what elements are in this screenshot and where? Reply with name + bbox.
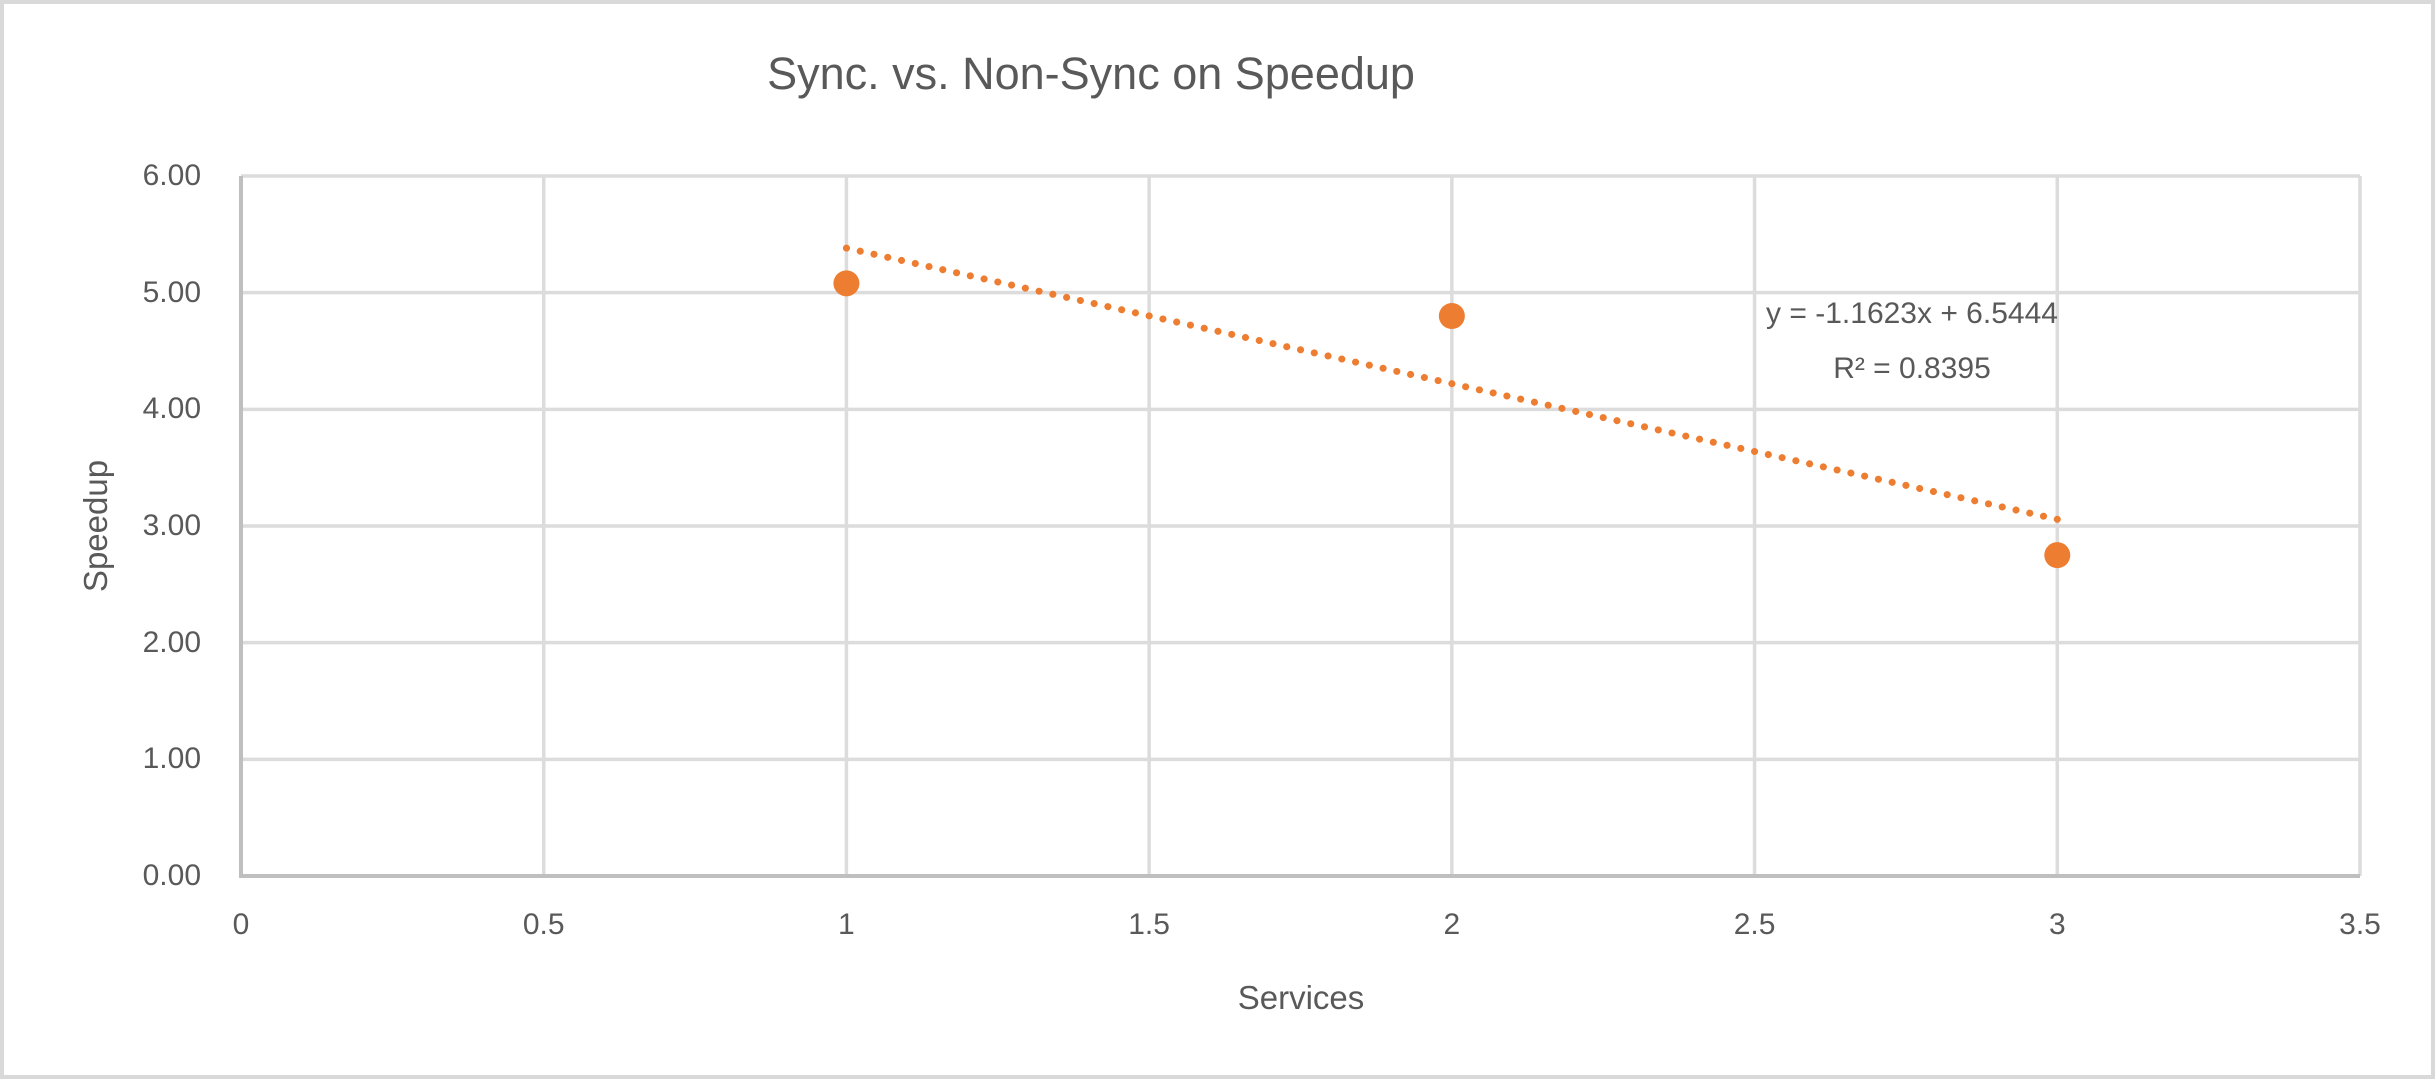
y-tick-label: 4.00 — [142, 392, 201, 426]
plot-area[interactable] — [4, 4, 2435, 1079]
data-point[interactable] — [2044, 542, 2071, 569]
trendline-label: y = -1.1623x + 6.5444 R² = 0.8395 — [1766, 286, 2058, 396]
y-tick-label: 0.00 — [142, 859, 201, 892]
trendline[interactable] — [842, 244, 2061, 523]
x-axis-title: Services — [1237, 979, 1365, 1016]
y-tick-label: 3.00 — [142, 509, 201, 542]
y-tick-label: 5.00 — [142, 275, 201, 309]
trendline-r-squared: R² = 0.8395 — [1833, 352, 1991, 385]
x-tick-label: 3 — [2048, 908, 2066, 941]
x-tick-label: 0 — [232, 908, 250, 941]
x-tick-label: 2 — [1443, 908, 1461, 941]
x-tick-label: 0.5 — [522, 908, 565, 941]
y-tick-label: 6.00 — [142, 159, 201, 192]
data-point[interactable] — [1438, 303, 1465, 329]
y-tick-label: 1.00 — [142, 742, 201, 776]
x-tick-label: 2.5 — [1733, 908, 1776, 941]
chart-title: Sync. vs. Non-Sync on Speedup — [767, 48, 1415, 99]
x-tick-label: 1 — [838, 908, 855, 941]
y-tick-label: 2.00 — [142, 625, 201, 659]
y-axis-title: Speedup — [77, 459, 114, 593]
data-point[interactable] — [833, 270, 860, 297]
x-tick-label: 3.5 — [2339, 908, 2381, 941]
x-tick-label: 1.5 — [1128, 908, 1170, 941]
trendline-equation: y = -1.1623x + 6.5444 — [1766, 297, 2058, 330]
